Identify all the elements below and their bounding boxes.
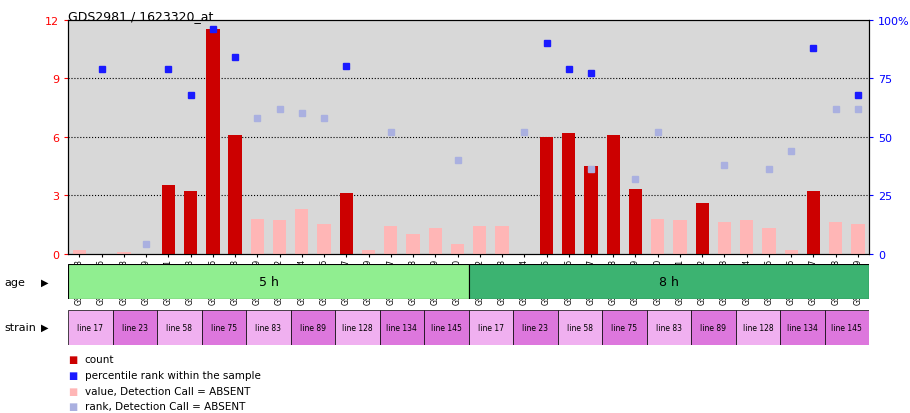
Bar (807, 192, 820, 254)
Bar (318, 225, 330, 254)
Bar (335, 310, 379, 345)
Bar (450, 244, 464, 254)
Text: 5 h: 5 h (258, 275, 278, 288)
Bar (295, 209, 308, 254)
Bar (162, 186, 175, 254)
Text: line 134: line 134 (387, 323, 418, 332)
Text: line 58: line 58 (567, 323, 593, 332)
Bar (584, 166, 598, 254)
Bar (735, 310, 780, 345)
Text: line 17: line 17 (478, 323, 504, 332)
Bar (602, 310, 647, 345)
Bar (362, 250, 375, 254)
Text: percentile rank within the sample: percentile rank within the sample (85, 370, 260, 380)
Bar (695, 204, 709, 254)
Bar (824, 310, 869, 345)
Bar (763, 229, 775, 254)
Bar (469, 310, 513, 345)
Bar (379, 310, 424, 345)
Bar (558, 310, 602, 345)
Text: line 89: line 89 (701, 323, 726, 332)
Text: line 128: line 128 (743, 323, 774, 332)
Bar (691, 310, 735, 345)
Bar (202, 310, 247, 345)
Text: line 145: line 145 (431, 323, 462, 332)
Text: count: count (85, 354, 114, 364)
Text: 8 h: 8 h (659, 275, 679, 288)
Bar (407, 235, 420, 254)
Text: ■: ■ (68, 370, 77, 380)
Bar (247, 310, 290, 345)
Bar (718, 223, 731, 254)
Bar (629, 190, 642, 254)
Text: GDS2981 / 1623320_at: GDS2981 / 1623320_at (68, 10, 214, 23)
Bar (207, 31, 219, 254)
Bar (250, 219, 264, 254)
Bar (607, 135, 620, 254)
Bar (540, 137, 553, 254)
Text: line 23: line 23 (522, 323, 549, 332)
Text: line 75: line 75 (211, 323, 237, 332)
Bar (780, 310, 824, 345)
Text: line 83: line 83 (256, 323, 281, 332)
Bar (829, 223, 843, 254)
Text: line 83: line 83 (656, 323, 682, 332)
Bar (740, 221, 753, 254)
Bar (424, 310, 469, 345)
Bar (68, 310, 113, 345)
Bar (117, 252, 130, 254)
Bar (647, 310, 691, 345)
Bar (473, 227, 487, 254)
Bar (73, 250, 86, 254)
Bar (113, 310, 157, 345)
Text: ■: ■ (68, 354, 77, 364)
Bar (228, 135, 242, 254)
Text: line 23: line 23 (122, 323, 148, 332)
Text: line 128: line 128 (342, 323, 373, 332)
Text: age: age (5, 277, 25, 287)
Bar (851, 225, 864, 254)
Text: ▶: ▶ (41, 277, 48, 287)
Bar (429, 229, 442, 254)
Text: line 145: line 145 (832, 323, 863, 332)
Text: line 17: line 17 (77, 323, 104, 332)
Bar (651, 219, 664, 254)
Text: rank, Detection Call = ABSENT: rank, Detection Call = ABSENT (85, 401, 245, 411)
Text: value, Detection Call = ABSENT: value, Detection Call = ABSENT (85, 386, 250, 396)
Bar (384, 227, 398, 254)
Bar (290, 310, 335, 345)
Bar (562, 133, 575, 254)
Bar (68, 264, 469, 299)
Bar (673, 221, 687, 254)
Bar (495, 227, 509, 254)
Bar (157, 310, 202, 345)
Bar (184, 192, 197, 254)
Text: line 89: line 89 (300, 323, 326, 332)
Text: ▶: ▶ (41, 322, 48, 332)
Text: line 75: line 75 (612, 323, 637, 332)
Bar (513, 310, 558, 345)
Bar (469, 264, 869, 299)
Text: strain: strain (5, 322, 36, 332)
Bar (273, 221, 287, 254)
Text: line 58: line 58 (167, 323, 193, 332)
Text: line 134: line 134 (787, 323, 818, 332)
Bar (339, 194, 353, 254)
Text: ■: ■ (68, 386, 77, 396)
Text: ■: ■ (68, 401, 77, 411)
Bar (784, 250, 798, 254)
